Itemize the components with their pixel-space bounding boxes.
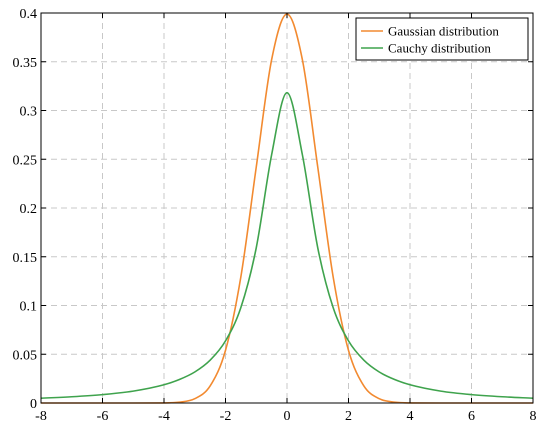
legend-box	[355, 17, 529, 61]
x-tick-label: 4	[407, 409, 414, 424]
y-tick-label: 0	[30, 397, 37, 412]
x-tick-label: -4	[158, 409, 170, 424]
x-tick-label: -6	[97, 409, 109, 424]
legend-label: Cauchy distribution	[388, 41, 491, 56]
x-tick-label: -2	[220, 409, 232, 424]
x-tick-label: 2	[345, 409, 352, 424]
x-tick-label: -8	[35, 409, 47, 424]
y-tick-label: 0.3	[20, 105, 38, 120]
grid	[41, 13, 533, 403]
y-tick-label: 0.1	[20, 300, 38, 315]
y-tick-label: 0.05	[13, 348, 38, 363]
x-tick-label: 0	[284, 409, 291, 424]
x-tick-label: 6	[468, 409, 475, 424]
y-tick-label: 0.4	[20, 7, 38, 22]
y-tick-label: 0.35	[13, 56, 38, 71]
legend-label: Gaussian distribution	[388, 24, 499, 39]
series-line-cauchy	[40, 91, 534, 400]
legend: Gaussian distribution Cauchy distribution	[355, 17, 529, 61]
y-tick-label: 0.25	[13, 153, 38, 168]
y-tick-label: 0.15	[13, 251, 38, 266]
x-tick-label: 8	[530, 409, 537, 424]
axes: -8 -6 -4 -2 0 2 4 6 8 0 0.05 0.1 0.15 0.2 0.25 0.3 0.35 0…	[13, 7, 537, 424]
y-tick-label: 0.2	[20, 202, 38, 217]
